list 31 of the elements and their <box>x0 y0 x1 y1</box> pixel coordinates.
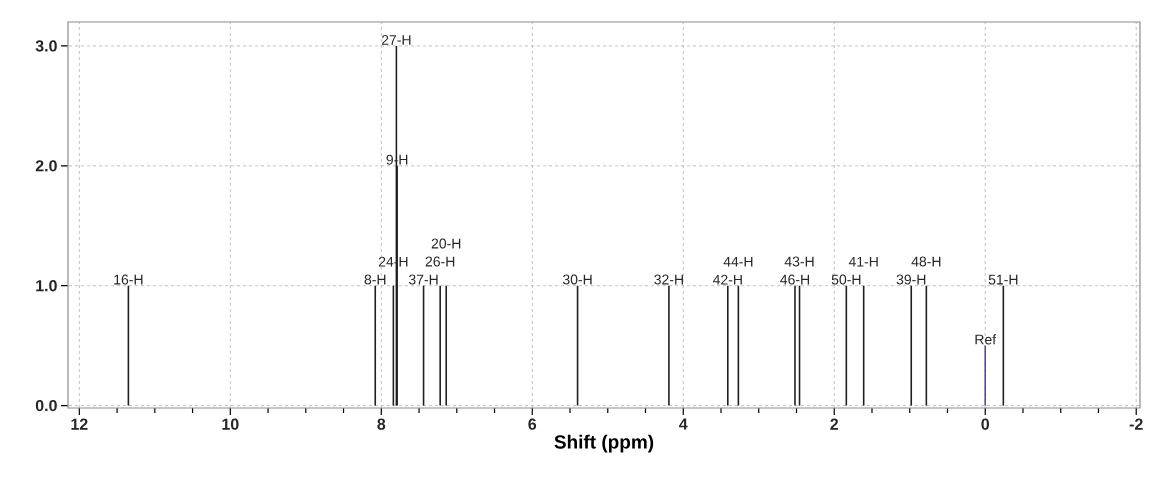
y-tick-label: 2.0 <box>35 160 57 172</box>
annotation: 32-H <box>654 274 683 285</box>
annotation: 44-H <box>723 256 753 267</box>
y-tick-label: 0.0 <box>35 399 57 412</box>
x-tick-label: 12 <box>71 418 88 430</box>
annotation: 16-H <box>114 274 143 285</box>
annotation: 37-H <box>408 274 438 285</box>
annotation: 46-H <box>780 274 810 285</box>
x-tick-label: 10 <box>222 418 239 430</box>
annotation: 39-H <box>896 274 926 285</box>
annotation: 50-H <box>831 274 861 285</box>
x-tick-label: 4 <box>679 418 688 430</box>
annotation: 26-H <box>425 256 455 267</box>
annotation: 30-H <box>562 274 592 285</box>
annotation: 20-H <box>431 238 461 249</box>
x-tick-label: 8 <box>377 418 386 430</box>
annotation: 27-H <box>381 34 411 45</box>
x-axis-title: Shift (ppm) <box>554 434 654 453</box>
annotation: Ref <box>975 334 997 345</box>
annotation: 43-H <box>784 256 814 267</box>
x-tick-label: 6 <box>528 418 537 430</box>
annotation: 41-H <box>848 256 878 267</box>
annotation: 48-H <box>911 256 941 267</box>
annotation: 8-H <box>364 274 386 285</box>
x-tick-label: 0 <box>981 418 990 430</box>
y-tick-label: 3.0 <box>35 40 57 52</box>
x-tick-label: -2 <box>1129 418 1143 430</box>
annotation: 51-H <box>988 274 1018 285</box>
x-tick-label: 2 <box>830 418 839 430</box>
annotation: 42-H <box>712 274 742 285</box>
y-tick-label: 1.0 <box>36 280 57 292</box>
